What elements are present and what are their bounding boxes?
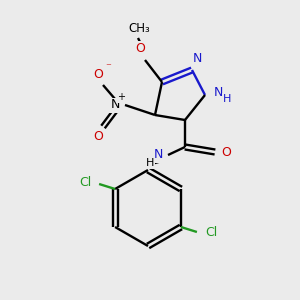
Text: O: O (221, 146, 231, 158)
Text: +: + (117, 92, 125, 102)
Text: O: O (93, 68, 103, 82)
Text: CH₃: CH₃ (128, 22, 150, 34)
Text: N: N (110, 98, 120, 112)
Text: H: H (146, 158, 154, 168)
Text: N: N (153, 148, 163, 161)
Text: Cl: Cl (79, 176, 91, 188)
Text: N: N (213, 86, 223, 100)
Text: H: H (223, 94, 231, 104)
Text: Cl: Cl (205, 226, 217, 238)
Text: O: O (93, 130, 103, 143)
Text: N: N (192, 52, 202, 65)
Text: ⁻: ⁻ (105, 62, 111, 72)
Text: O: O (135, 41, 145, 55)
